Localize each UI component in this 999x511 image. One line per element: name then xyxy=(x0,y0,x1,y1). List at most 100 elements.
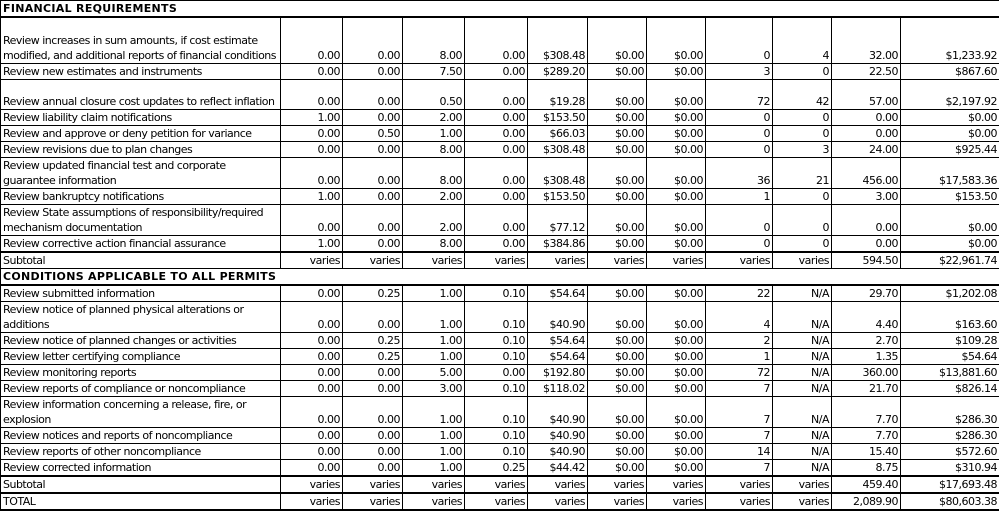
value-cell: varies xyxy=(706,252,773,269)
value-cell: $22,961.74 xyxy=(901,252,999,269)
value-cell: 0.00 xyxy=(465,189,528,205)
table-row: Review increases in sum amounts, if cost… xyxy=(1,17,999,63)
row-description: Review bankruptcy notifications xyxy=(1,189,281,205)
value-cell: varies xyxy=(773,493,832,510)
value-cell: varies xyxy=(465,476,528,493)
row-description: Review monitoring reports xyxy=(1,365,281,381)
value-cell: 0.00 xyxy=(281,444,343,460)
value-cell: $0.00 xyxy=(901,205,999,236)
value-cell: 0.00 xyxy=(343,142,403,158)
value-cell: 22.50 xyxy=(832,63,901,79)
value-cell: $77.12 xyxy=(528,205,588,236)
value-cell: 0.00 xyxy=(465,142,528,158)
value-cell: $0.00 xyxy=(588,460,647,477)
value-cell: $0.00 xyxy=(588,302,647,333)
value-cell: $310.94 xyxy=(901,460,999,477)
value-cell: 0.25 xyxy=(465,460,528,477)
value-cell: varies xyxy=(773,476,832,493)
value-cell: 7.70 xyxy=(832,428,901,444)
value-cell: 0.00 xyxy=(465,236,528,253)
value-cell: N/A xyxy=(773,428,832,444)
value-cell: 1.00 xyxy=(281,189,343,205)
value-cell: $0.00 xyxy=(647,142,706,158)
value-cell: 0.00 xyxy=(465,17,528,63)
value-cell: 0.00 xyxy=(281,142,343,158)
value-cell: 3 xyxy=(706,63,773,79)
value-cell: 0 xyxy=(773,126,832,142)
value-cell: varies xyxy=(281,476,343,493)
table-row: Review notice of planned physical altera… xyxy=(1,302,999,333)
value-cell: varies xyxy=(706,476,773,493)
value-cell: 0.00 xyxy=(343,158,403,189)
section-header-row: FINANCIAL REQUIREMENTS xyxy=(1,1,999,18)
value-cell: 7 xyxy=(706,428,773,444)
value-cell: 3 xyxy=(773,142,832,158)
table-row: Review annual closure cost updates to re… xyxy=(1,79,999,110)
value-cell: 42 xyxy=(773,79,832,110)
value-cell: $0.00 xyxy=(588,349,647,365)
value-cell: 459.40 xyxy=(832,476,901,493)
row-description: Review revisions due to plan changes xyxy=(1,142,281,158)
value-cell: 0.00 xyxy=(343,205,403,236)
value-cell: $54.64 xyxy=(528,285,588,302)
value-cell: $308.48 xyxy=(528,17,588,63)
value-cell: 0.00 xyxy=(465,126,528,142)
value-cell: 24.00 xyxy=(832,142,901,158)
value-cell: 0.10 xyxy=(465,302,528,333)
value-cell: $13,881.60 xyxy=(901,365,999,381)
value-cell: 0.00 xyxy=(465,365,528,381)
value-cell: $572.60 xyxy=(901,444,999,460)
value-cell: 1.00 xyxy=(403,349,465,365)
value-cell: 57.00 xyxy=(832,79,901,110)
value-cell: 22 xyxy=(706,285,773,302)
value-cell: 1.00 xyxy=(403,444,465,460)
value-cell: 0.00 xyxy=(281,333,343,349)
value-cell: 0 xyxy=(773,110,832,126)
value-cell: 2.00 xyxy=(403,205,465,236)
section-title: CONDITIONS APPLICABLE TO ALL PERMITS xyxy=(1,269,999,286)
value-cell: varies xyxy=(528,476,588,493)
value-cell: 2.00 xyxy=(403,110,465,126)
value-cell: 0.00 xyxy=(281,302,343,333)
value-cell: 0.00 xyxy=(465,158,528,189)
value-cell: 32.00 xyxy=(832,17,901,63)
value-cell: 14 xyxy=(706,444,773,460)
table-row: Review updated financial test and corpor… xyxy=(1,158,999,189)
value-cell: 0 xyxy=(773,189,832,205)
value-cell: $0.00 xyxy=(647,460,706,477)
value-cell: $0.00 xyxy=(647,126,706,142)
table-row: Review information concerning a release,… xyxy=(1,397,999,428)
value-cell: 3.00 xyxy=(403,381,465,397)
value-cell: 4.40 xyxy=(832,302,901,333)
value-cell: $19.28 xyxy=(528,79,588,110)
value-cell: 0.00 xyxy=(832,236,901,253)
value-cell: 8.75 xyxy=(832,460,901,477)
value-cell: $17,583.36 xyxy=(901,158,999,189)
value-cell: $286.30 xyxy=(901,397,999,428)
value-cell: varies xyxy=(773,252,832,269)
value-cell: 72 xyxy=(706,79,773,110)
subtotal-label: Subtotal xyxy=(1,252,281,269)
value-cell: varies xyxy=(343,493,403,510)
value-cell: varies xyxy=(403,493,465,510)
table-row: Review notices and reports of noncomplia… xyxy=(1,428,999,444)
value-cell: $66.03 xyxy=(528,126,588,142)
value-cell: 0.00 xyxy=(281,381,343,397)
value-cell: $0.00 xyxy=(588,205,647,236)
value-cell: varies xyxy=(647,476,706,493)
value-cell: 360.00 xyxy=(832,365,901,381)
value-cell: 0.00 xyxy=(832,126,901,142)
row-description: Review notice of planned changes or acti… xyxy=(1,333,281,349)
value-cell: 0.00 xyxy=(281,63,343,79)
row-description: Review notice of planned physical altera… xyxy=(1,302,281,333)
row-description: Review increases in sum amounts, if cost… xyxy=(1,17,281,63)
value-cell: 1.35 xyxy=(832,349,901,365)
value-cell: $0.00 xyxy=(647,428,706,444)
value-cell: 8.00 xyxy=(403,236,465,253)
